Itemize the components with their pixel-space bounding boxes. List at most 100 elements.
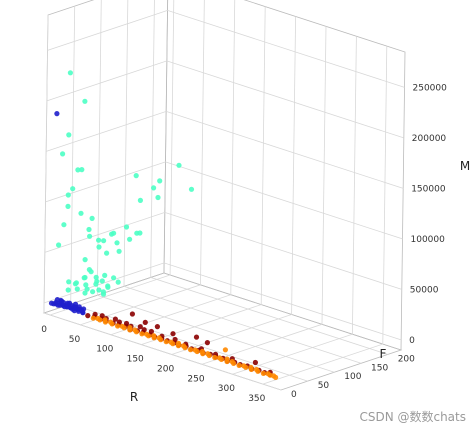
x-axis-label: R (130, 390, 138, 404)
x-tick-label: 250 (187, 374, 204, 384)
data-point (216, 355, 223, 361)
data-point (170, 331, 176, 337)
data-point (139, 331, 145, 337)
data-point (142, 319, 148, 325)
data-point (127, 236, 133, 242)
data-point (54, 111, 60, 117)
data-point (61, 300, 67, 306)
data-point (75, 167, 81, 173)
data-point (157, 178, 163, 184)
data-point (86, 226, 92, 233)
data-point (141, 327, 147, 333)
data-point (137, 197, 143, 203)
pane-back (43, 0, 169, 314)
data-point (93, 274, 99, 280)
data-points (48, 70, 279, 380)
data-point (151, 333, 157, 339)
y-tick-label: 200 (398, 354, 415, 364)
y-tick-label: 150 (371, 363, 388, 373)
data-point (65, 287, 71, 293)
data-point (102, 272, 108, 278)
data-point (123, 224, 130, 230)
grid-line-y (123, 0, 362, 364)
data-point (163, 339, 169, 345)
data-point (187, 347, 194, 353)
data-point (81, 306, 87, 312)
data-point (137, 324, 143, 330)
grid-lines (43, 0, 405, 391)
data-point (199, 348, 205, 355)
data-point (100, 289, 106, 295)
data-point (101, 238, 107, 244)
data-point (67, 70, 73, 76)
data-point (204, 340, 210, 346)
data-point (96, 237, 102, 243)
grid-line-y (43, 14, 282, 391)
grid-line-z (43, 262, 402, 341)
z-axis-label: M (460, 159, 470, 173)
data-point (87, 233, 93, 239)
data-point (188, 186, 195, 192)
data-point (116, 319, 122, 325)
data-point (241, 363, 247, 369)
data-point (111, 275, 117, 281)
z-tick-label: 100000 (411, 235, 446, 245)
data-point (119, 323, 125, 329)
y-axis-label: F (380, 347, 387, 361)
data-point (89, 215, 95, 221)
grid-line-x (171, 16, 296, 355)
data-point (60, 151, 66, 157)
grid-line-z (46, 110, 404, 189)
data-point (212, 354, 218, 361)
data-point (176, 162, 182, 168)
grid-line-x (201, 26, 327, 365)
data-point (68, 303, 75, 309)
data-point (65, 192, 71, 198)
data-point (180, 343, 187, 349)
y-tick-label: 0 (291, 390, 297, 400)
z-tick-label: 50000 (410, 285, 439, 295)
data-point (78, 210, 84, 216)
grid-line-x (232, 36, 357, 375)
data-point (74, 286, 80, 292)
data-point (271, 373, 277, 379)
data-point (111, 230, 117, 236)
x-tick-label: 150 (127, 355, 144, 365)
data-point (229, 359, 235, 365)
data-point (168, 339, 174, 345)
data-point (96, 287, 102, 293)
y-tick-label: 50 (318, 381, 330, 391)
data-point (79, 167, 85, 173)
data-point (253, 366, 260, 373)
data-point (66, 132, 72, 138)
z-tick-label: 150000 (411, 184, 446, 194)
data-point (73, 280, 79, 286)
data-point (193, 334, 200, 340)
tick-labels: 0 50 100 150 200 250 300 350 0 50 100 150 200 0 50000 1… (41, 83, 447, 404)
grid-line-z (45, 161, 403, 240)
data-point (99, 278, 105, 284)
data-point (222, 347, 228, 353)
data-point (96, 244, 102, 250)
data-point (260, 370, 266, 376)
data-point (143, 331, 150, 337)
z-tick-label: 200000 (412, 134, 447, 144)
data-point (90, 289, 96, 295)
grid-line-x (262, 46, 388, 385)
data-point (129, 311, 135, 317)
data-point (84, 286, 90, 292)
data-point (95, 315, 101, 322)
data-point (154, 324, 160, 330)
grid-line-y (96, 0, 335, 373)
x-tick-label: 300 (218, 384, 235, 394)
data-point (70, 186, 76, 192)
data-point (66, 279, 72, 285)
data-point (151, 185, 157, 191)
data-point (127, 325, 133, 331)
data-point (116, 248, 122, 254)
grid-line-z (47, 9, 405, 88)
data-point (82, 257, 88, 263)
grid-line-y (150, 0, 388, 355)
